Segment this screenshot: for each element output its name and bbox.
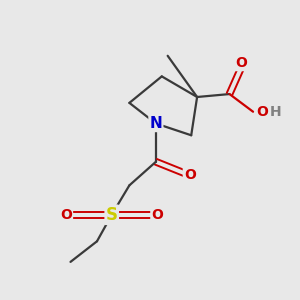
Text: O: O <box>235 56 247 70</box>
Text: N: N <box>149 116 162 131</box>
Text: O: O <box>256 105 268 119</box>
Text: O: O <box>184 168 196 182</box>
Text: H: H <box>269 105 281 119</box>
Text: O: O <box>60 208 72 222</box>
Text: S: S <box>106 206 118 224</box>
Text: O: O <box>152 208 163 222</box>
